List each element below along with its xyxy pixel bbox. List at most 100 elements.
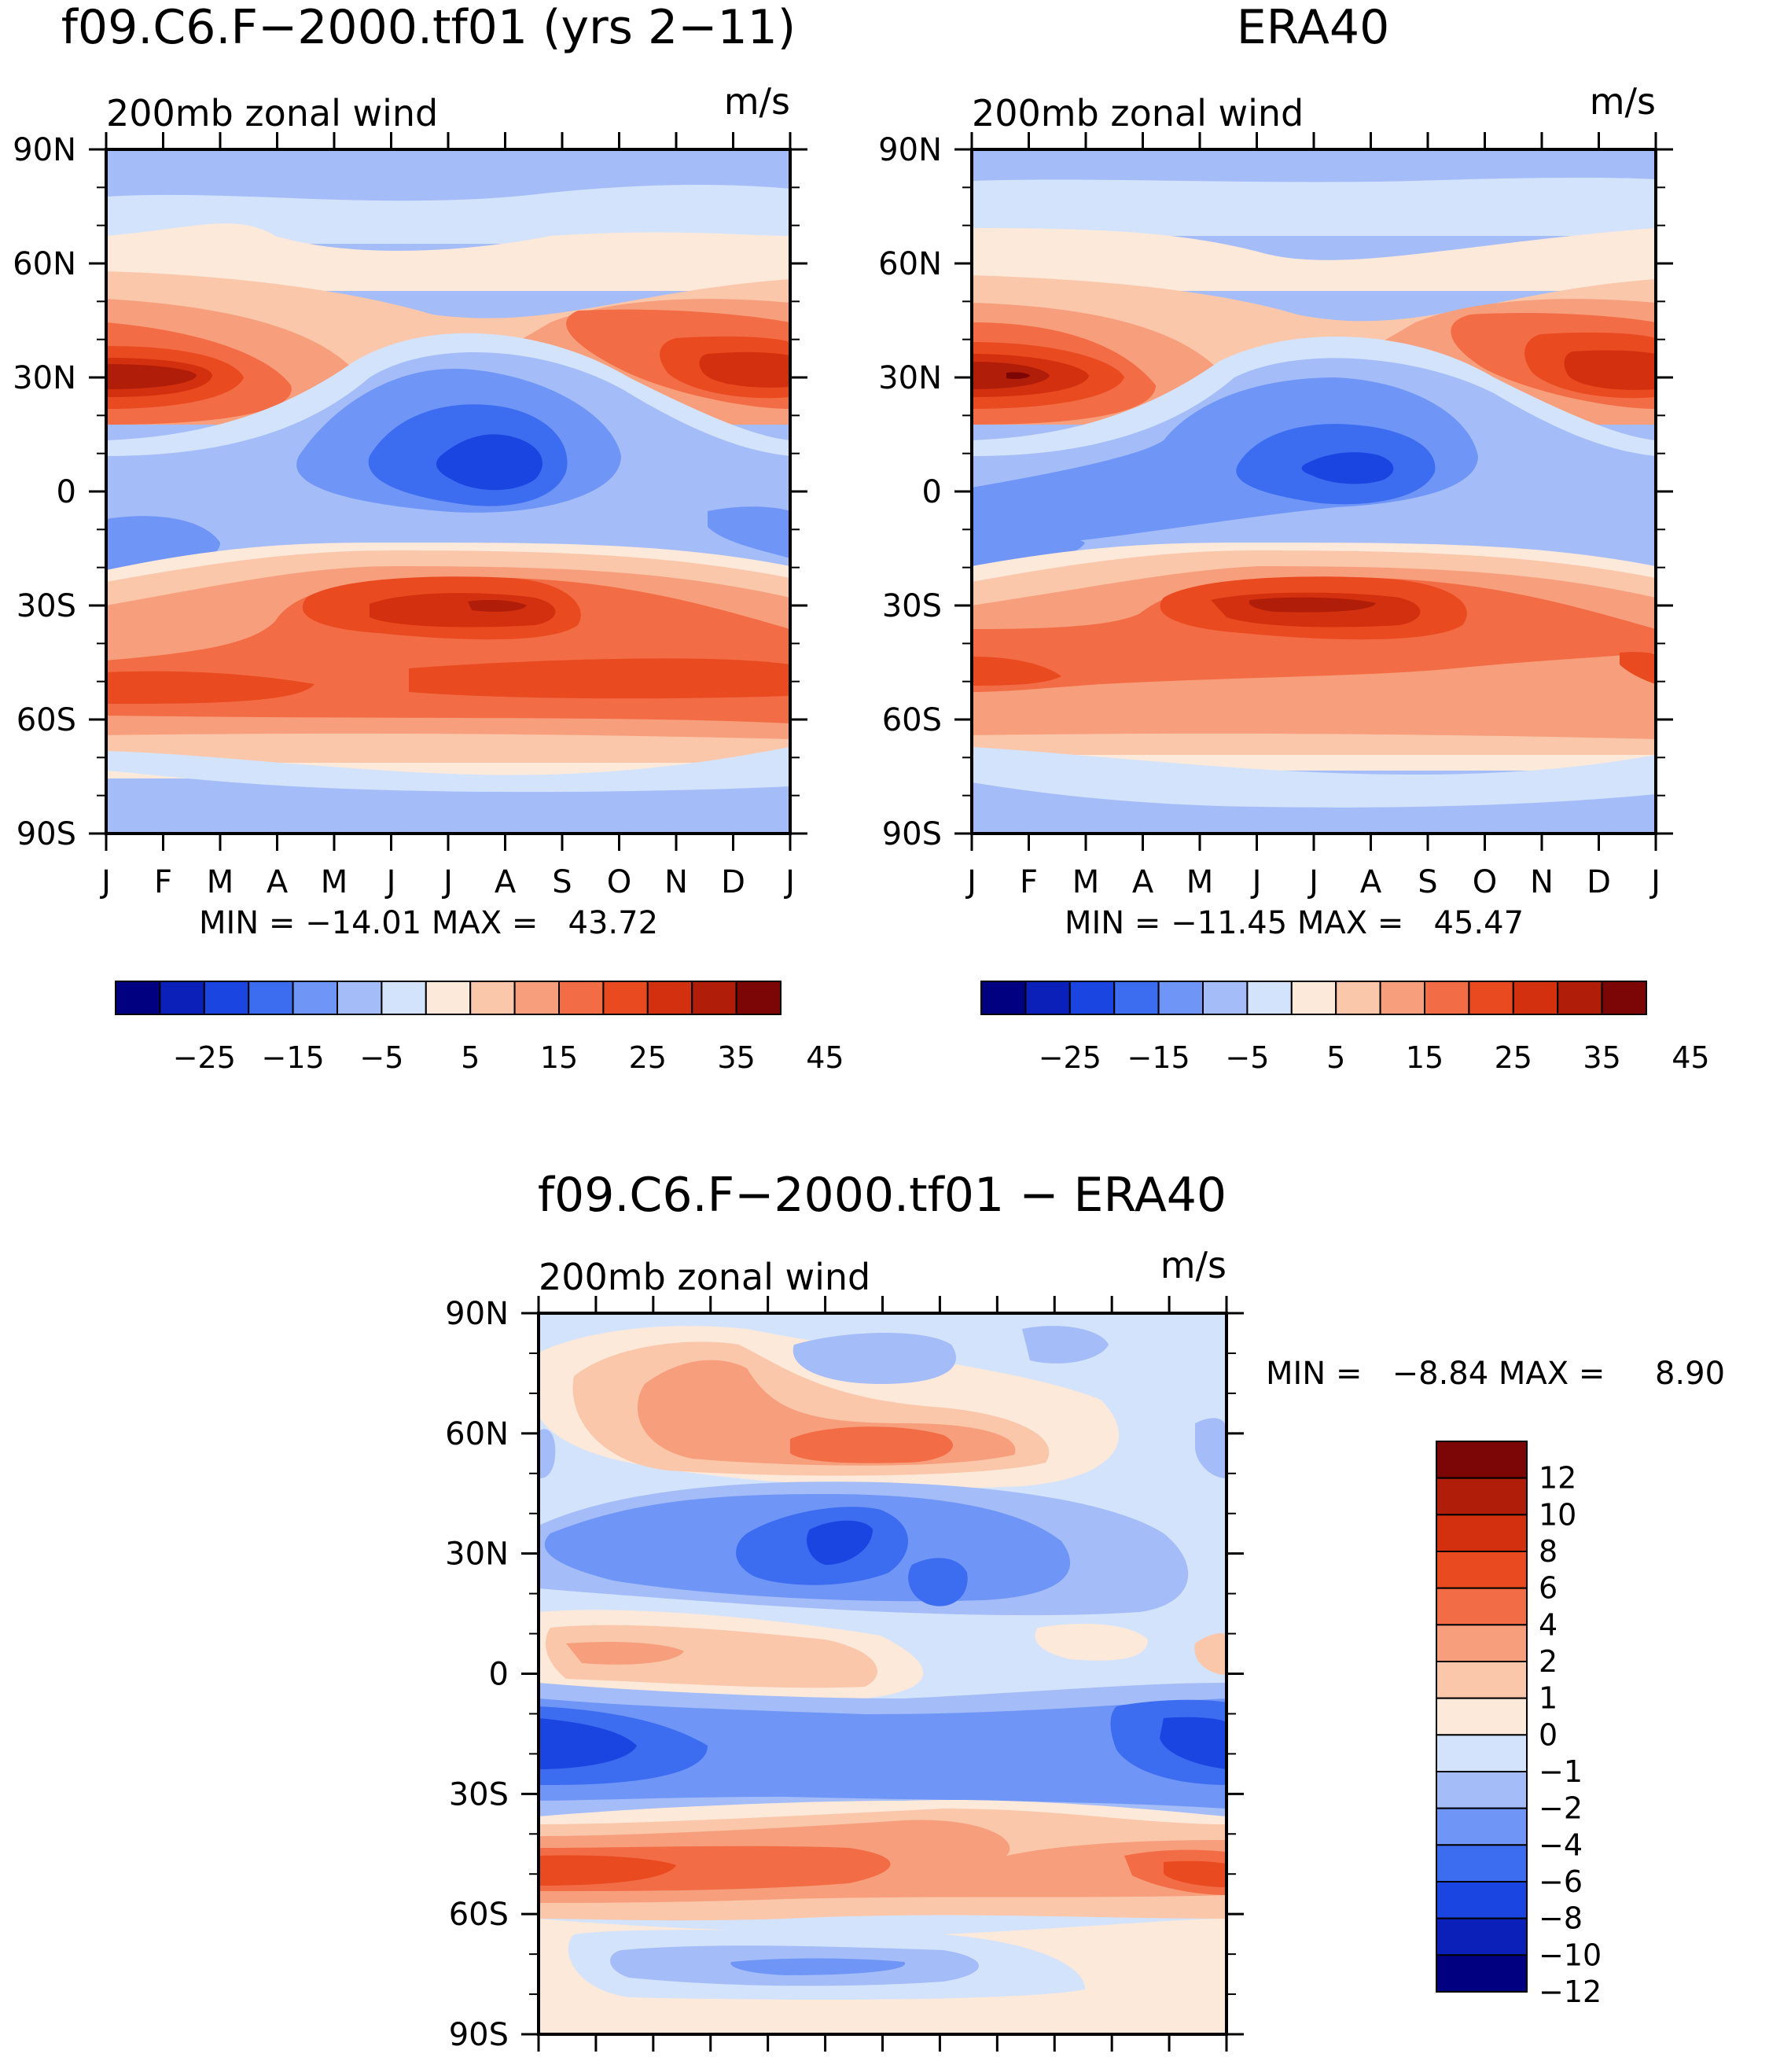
sh-darker-left <box>539 1718 637 1769</box>
band-jet-n-4 <box>106 364 197 389</box>
x-tick-label: J <box>1649 864 1661 900</box>
x-tick-label: S <box>552 864 572 900</box>
band-ne-light <box>106 185 790 244</box>
units-label: m/s <box>1590 80 1656 123</box>
y-tick-label: 90S <box>17 816 76 852</box>
colorbar-swatch <box>1436 1551 1528 1589</box>
colorbar-label: 5 <box>461 1040 480 1075</box>
y-tick-label: 60S <box>449 1897 509 1933</box>
x-tick-label: A <box>700 2065 722 2068</box>
y-tick-label: 60N <box>878 246 942 282</box>
panel-difference: f09.C6.F−2000.tf01 − ERA40 200mb zonal w… <box>445 1168 1725 2072</box>
colorbar-swatch <box>1113 981 1160 1015</box>
colorbar-label: −4 <box>1539 1827 1583 1862</box>
colorbar-swatch <box>1601 981 1647 1015</box>
colorbar-swatch <box>1436 1477 1528 1516</box>
x-tick-label: S <box>1418 864 1437 900</box>
colorbar-swatch <box>1436 1661 1528 1699</box>
colorbar-label: −5 <box>1225 1040 1269 1075</box>
colorbar-swatch <box>1157 981 1204 1015</box>
eq-right-peach <box>1194 1633 1227 1675</box>
x-tick-label: J <box>818 2065 830 2068</box>
x-tick-label: J <box>99 864 111 900</box>
band-sh-red2 <box>409 658 790 699</box>
y-tick-label: 30S <box>17 588 76 624</box>
x-tick-label: J <box>876 2065 888 2068</box>
colorbar-label: −25 <box>173 1040 236 1075</box>
x-tick-label: J <box>384 864 396 900</box>
units-label: m/s <box>1160 1244 1227 1286</box>
x-tick-label: N <box>1530 864 1554 900</box>
y-tick-label: 30N <box>445 1537 509 1573</box>
x-tick-label: F <box>154 864 172 900</box>
colorbar-label: −2 <box>1539 1791 1583 1826</box>
x-tick-label: A <box>495 864 517 900</box>
colorbar-swatch <box>425 981 472 1015</box>
colorbar-label: −5 <box>359 1040 403 1075</box>
colorbar-label: 6 <box>1539 1571 1558 1606</box>
colorbar-label: 2 <box>1539 1644 1558 1679</box>
y-tick-label: 90N <box>878 132 942 168</box>
band-sh-darkest <box>1249 597 1376 613</box>
band-jet-n-3b <box>1564 350 1656 390</box>
colorbar-swatch <box>381 981 427 1015</box>
colorbar-label: 10 <box>1539 1497 1576 1532</box>
colorbar-label: −8 <box>1539 1901 1583 1936</box>
colorbar-swatch <box>558 981 605 1015</box>
min-max-stats: MIN = −11.45 MAX = 45.47 <box>1065 905 1524 941</box>
colorbar-swatch <box>602 981 649 1015</box>
colorbar: −25 −15 −5 5 15 25 35 45 <box>980 981 1710 1075</box>
x-tick-label: S <box>987 2065 1007 2068</box>
colorbar-label: 4 <box>1539 1607 1558 1642</box>
nh-orange <box>790 1426 953 1463</box>
x-tick-label: F <box>1020 864 1038 900</box>
band-jet-n-5 <box>1006 372 1030 379</box>
colorbar-swatch <box>1557 981 1603 1015</box>
band-nh-cream <box>106 223 790 291</box>
contour-field <box>539 1313 1227 2034</box>
panel-title: f09.C6.F−2000.tf01 (yrs 2−11) <box>61 0 796 55</box>
colorbar: −25 −15 −5 5 15 25 35 45 <box>115 981 844 1075</box>
panel-title: ERA40 <box>1237 0 1390 55</box>
colorbar-label: −10 <box>1539 1938 1602 1972</box>
x-tick-label: A <box>929 2065 951 2068</box>
y-tick-label: 90S <box>449 2017 509 2053</box>
band-sp-light <box>972 747 1656 808</box>
x-tick-label: J <box>1250 864 1262 900</box>
colorbar-swatch <box>1436 1587 1528 1626</box>
x-tick-label: O <box>1043 2065 1067 2068</box>
x-tick-label: M <box>1072 864 1100 900</box>
colorbar-label: 45 <box>806 1040 844 1075</box>
colorbar-label: −1 <box>1539 1754 1583 1789</box>
min-max-stats: MIN = −14.01 MAX = 43.72 <box>199 905 658 941</box>
y-tick-label: 60S <box>882 702 942 738</box>
y-tick-label: 30N <box>13 360 76 396</box>
colorbar-label: −15 <box>1127 1040 1190 1075</box>
contour-field <box>972 149 1656 834</box>
y-tick-label: 60S <box>17 702 76 738</box>
left-label: 200mb zonal wind <box>106 92 438 134</box>
band-sh-dark <box>370 593 556 627</box>
colorbar-label: −12 <box>1539 1974 1602 2009</box>
x-tick-label: M <box>321 864 348 900</box>
y-tick-label: 90N <box>13 132 76 168</box>
colorbar-label: 5 <box>1326 1040 1345 1075</box>
x-tick-label: M <box>640 2065 668 2068</box>
colorbar-swatch <box>469 981 516 1015</box>
contour-field <box>106 149 790 834</box>
y-tick-label: 30S <box>449 1776 509 1813</box>
colorbar-label: 35 <box>717 1040 755 1075</box>
colorbar-label: 0 <box>1539 1717 1558 1752</box>
y-tick-label: 30N <box>878 360 942 396</box>
x-tick-label: N <box>1100 2065 1124 2068</box>
colorbar-swatch <box>1436 1881 1528 1919</box>
colorbar-swatch <box>646 981 693 1015</box>
eq-salmon <box>566 1642 684 1665</box>
x-tick-label: J <box>1307 864 1318 900</box>
nh-blue-patch1 <box>793 1333 956 1384</box>
nh-blue-left <box>539 1429 556 1478</box>
colorbar-label: −6 <box>1539 1864 1583 1899</box>
colorbar-swatch <box>1436 1697 1528 1736</box>
colorbar-swatch <box>1436 1917 1528 1956</box>
